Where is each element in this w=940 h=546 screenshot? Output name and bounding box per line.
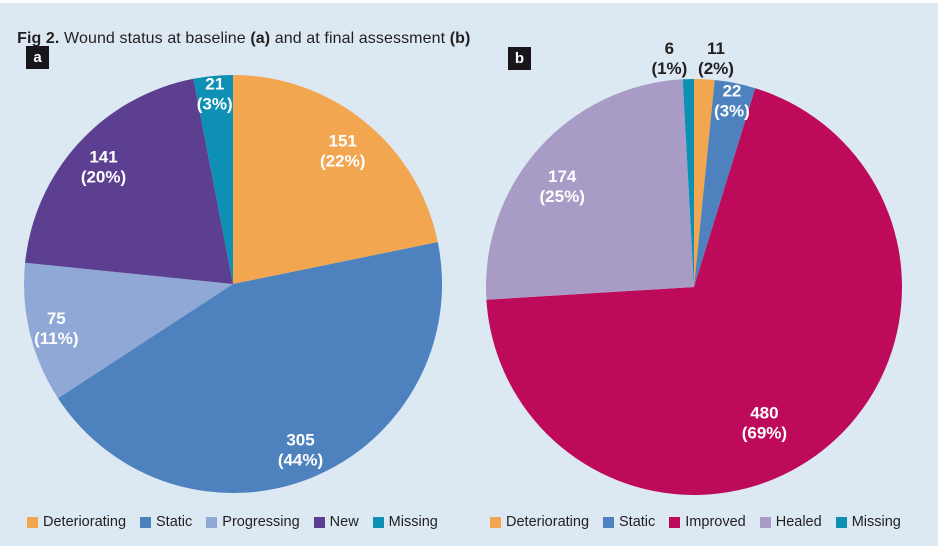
title-text-2: and at final assessment (270, 30, 450, 47)
legend-a-item-deteriorating: Deteriorating (27, 514, 126, 530)
legend-b-item-improved: Improved (669, 514, 746, 530)
panel-a-label: a (26, 46, 49, 69)
legend-label: Static (619, 514, 656, 530)
legend-b-item-missing: Missing (835, 514, 901, 530)
legend-label: Deteriorating (506, 514, 590, 530)
legend-b-item-healed: Healed (759, 514, 822, 530)
pie-a-label-missing: 21 (3%) (197, 75, 233, 114)
legend-swatch-deteriorating (27, 516, 38, 528)
legend-a-item-new: New (313, 514, 359, 530)
pie-a-slice-deteriorating (233, 74, 438, 284)
pie-b-slice-healed (486, 79, 694, 300)
legend-swatch-new (313, 516, 325, 528)
pie-b-slice-deteriorating (694, 78, 715, 287)
pie-b-slice-static (694, 80, 756, 287)
legend-swatch-healed (759, 516, 771, 528)
legend-label: Deteriorating (43, 514, 127, 530)
legend-label: Progressing (222, 514, 300, 530)
legend-swatch-missing (372, 516, 384, 528)
legend-label: New (329, 514, 359, 530)
pie-b-label-missing: 6 (1%) (651, 39, 687, 78)
legend-label: Missing (388, 514, 438, 530)
legend-swatch-progressing (206, 516, 218, 528)
pie-a-slice-missing (193, 75, 233, 284)
legend-label: Improved (685, 514, 746, 530)
pie-a-slice-progressing (24, 262, 233, 399)
figure-number: Fig 2. (17, 30, 60, 47)
title-panel-a-ref: (a) (250, 30, 271, 47)
legend-swatch-deteriorating (490, 516, 501, 528)
panel-b-label: b (508, 47, 531, 70)
legend-label: Missing (851, 514, 901, 530)
legend-baseline: Deteriorating Static Progressing New Missing (27, 514, 438, 530)
legend-a-item-static: Static (140, 514, 192, 530)
legend-b-item-static: Static (603, 514, 655, 530)
pie-b-label-healed: 174 (25%) (540, 167, 585, 206)
pie-a-slice-static (58, 242, 443, 494)
pie-a-label-new: 141 (20%) (81, 148, 126, 187)
pie-a-label-static: 305 (44%) (278, 430, 323, 469)
legend-swatch-static (603, 516, 615, 528)
pie-a-label-deteriorating: 151 (22%) (320, 132, 365, 171)
legend-final-assessment: Deteriorating Static Improved Healed Missing (490, 514, 901, 530)
pie-b-label-static: 22 (3%) (714, 81, 750, 120)
legend-swatch-missing (835, 516, 847, 528)
legend-b-item-deteriorating: Deteriorating (490, 514, 589, 530)
legend-swatch-improved (669, 516, 681, 528)
pie-a-label-progressing: 75 (11%) (34, 309, 78, 348)
title-panel-b-ref: (b) (449, 30, 471, 47)
pie-a-slice-new (25, 78, 233, 284)
figure-title: Fig 2. Wound status at baseline (a) and … (8, 12, 470, 48)
legend-a-item-progressing: Progressing (206, 514, 300, 530)
pie-b-slice-missing (682, 78, 694, 287)
legend-label: Static (156, 514, 193, 530)
legend-label: Healed (775, 514, 822, 530)
legend-swatch-static (140, 516, 152, 528)
title-text-1: Wound status at baseline (59, 30, 251, 47)
pie-b-label-deteriorating: 11 (2%) (698, 39, 734, 78)
pie-b-slice-improved (486, 88, 903, 495)
pie-b-label-improved: 480 (69%) (742, 404, 787, 443)
legend-a-item-missing: Missing (372, 514, 438, 530)
